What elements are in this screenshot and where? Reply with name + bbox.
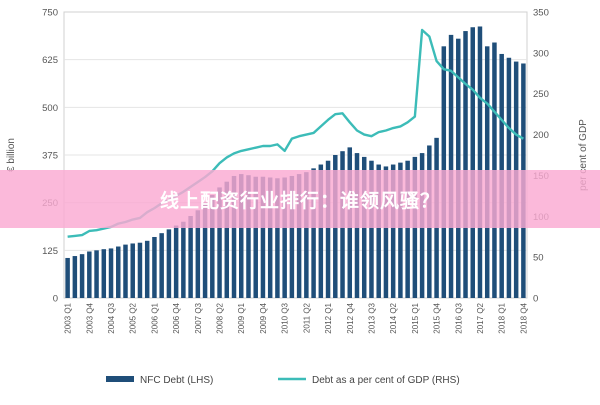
x-tick-label: 2017 Q2	[476, 302, 485, 333]
x-tick-label: 2006 Q4	[172, 302, 181, 333]
bar	[448, 34, 454, 298]
x-tick-label: 2012 Q4	[346, 302, 355, 333]
right-tick-label: 300	[533, 48, 549, 59]
bar	[253, 176, 258, 298]
bar	[152, 236, 157, 298]
bar	[231, 175, 237, 298]
bar	[477, 26, 483, 299]
bar	[166, 229, 172, 298]
left-tick-label: 375	[42, 151, 58, 162]
bar	[398, 162, 403, 298]
bar	[289, 175, 295, 298]
bar	[72, 256, 78, 298]
x-tick-label: 2007 Q3	[194, 302, 203, 333]
right-tick-label: 0	[533, 294, 538, 305]
x-tick-label: 2005 Q2	[129, 302, 138, 333]
left-tick-label: 750	[42, 8, 58, 19]
right-tick-label: 200	[533, 130, 549, 141]
x-tick-label: 2015 Q4	[433, 302, 442, 333]
x-tick-label: 2009 Q1	[237, 302, 246, 333]
right-axis-ticks: 050100150200250300350	[533, 8, 549, 305]
bar	[173, 225, 179, 298]
x-tick-label: 2016 Q3	[454, 302, 463, 333]
x-tick-label: 2015 Q1	[411, 302, 420, 333]
x-tick-label: 2018 Q1	[498, 302, 507, 333]
x-axis-ticks: 2003 Q1 2003 Q4 2004 Q3 2005 Q2 2006 Q1 2006 …	[64, 302, 529, 333]
bar	[405, 160, 410, 298]
bar	[79, 254, 85, 298]
bar	[101, 249, 107, 298]
left-tick-label: 125	[42, 246, 58, 257]
x-tick-label: 2003 Q4	[85, 302, 94, 333]
bar	[144, 240, 150, 298]
legend-label-debt-gdp: Debt as a per cent of GDP (RHS)	[312, 375, 460, 386]
x-tick-label: 2004 Q3	[107, 302, 116, 333]
bar	[239, 174, 244, 298]
left-axis-ticks: 0125250375500625750	[42, 8, 58, 305]
bar	[267, 177, 273, 298]
x-tick-label: 2014 Q2	[389, 302, 398, 333]
x-tick-label: 2008 Q2	[216, 302, 225, 333]
bar	[108, 248, 114, 298]
legend: NFC Debt (LHS) Debt as a per cent of GDP…	[106, 375, 460, 386]
bar	[210, 195, 215, 298]
x-tick-label: 2011 Q2	[302, 302, 311, 333]
left-tick-label: 625	[42, 55, 58, 66]
bar	[130, 243, 135, 298]
bar	[65, 257, 70, 298]
bar	[181, 221, 186, 298]
right-tick-label: 250	[533, 89, 549, 100]
bar	[87, 251, 92, 298]
bar	[137, 242, 143, 298]
bar	[463, 31, 468, 298]
right-tick-label: 50	[533, 253, 544, 264]
left-axis-title: € billion	[6, 138, 17, 172]
bar	[260, 176, 266, 298]
bar	[195, 210, 201, 298]
x-tick-label: 2006 Q1	[150, 302, 159, 333]
bar	[202, 202, 208, 298]
bar	[456, 38, 461, 298]
bar	[376, 164, 381, 298]
bar	[282, 177, 287, 298]
x-tick-label: 2018 Q4	[519, 302, 528, 333]
bar	[159, 233, 164, 298]
bar	[246, 175, 251, 298]
legend-swatch-nfc-debt	[106, 376, 134, 382]
bar	[390, 164, 396, 298]
bar	[224, 181, 230, 298]
right-tick-label: 350	[533, 8, 549, 19]
bar	[304, 172, 309, 298]
legend-label-nfc-debt: NFC Debt (LHS)	[140, 375, 213, 386]
bar	[217, 187, 222, 298]
x-tick-label: 2009 Q4	[259, 302, 268, 333]
bar	[318, 164, 324, 298]
bar	[383, 166, 389, 298]
bar	[188, 216, 193, 298]
bar	[296, 174, 302, 298]
overlay-banner-text: 线上配资行业排行：谁领风骚？	[159, 189, 440, 212]
right-axis-title: per cent of GDP	[578, 119, 589, 191]
bar	[369, 160, 374, 298]
bar	[470, 27, 475, 298]
overlay-banner: 线上配资行业排行：谁领风骚？	[0, 170, 600, 228]
bar	[325, 160, 331, 298]
bar	[116, 246, 121, 298]
left-tick-label: 500	[42, 103, 58, 114]
bar	[311, 168, 316, 298]
bar	[275, 178, 280, 298]
x-tick-label: 2013 Q3	[367, 302, 376, 333]
bar	[94, 250, 99, 298]
x-tick-label: 2003 Q1	[64, 302, 73, 333]
x-tick-label: 2012 Q1	[324, 302, 333, 333]
bar	[123, 244, 128, 298]
left-tick-label: 0	[53, 294, 58, 305]
x-tick-label: 2010 Q3	[281, 302, 290, 333]
